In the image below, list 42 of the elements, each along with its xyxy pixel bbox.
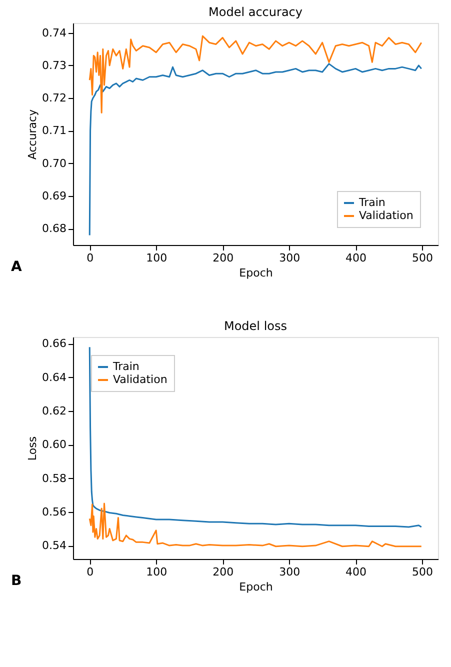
chart-title: Model accuracy <box>208 5 302 19</box>
line-series <box>88 502 422 548</box>
text: A <box>11 259 22 275</box>
x-tick-label: 400 <box>346 252 367 264</box>
legend-label: Train <box>112 360 140 373</box>
x-tick-label: 100 <box>146 566 168 578</box>
y-tick-label: 0.54 <box>42 539 66 552</box>
x-tick-label: 500 <box>412 566 434 578</box>
line-series <box>88 35 422 114</box>
chart-title: Model loss <box>224 319 288 333</box>
y-tick-label: 0.58 <box>42 472 66 485</box>
legend-label: Validation <box>359 209 414 222</box>
x-tick-label: 200 <box>212 252 234 264</box>
y-axis-title: Loss <box>26 436 40 461</box>
x-tick-label: 300 <box>279 252 300 264</box>
x-tick-label: 300 <box>279 566 300 578</box>
y-tick-label: 0.64 <box>42 370 66 384</box>
x-tick-label: 0 <box>86 566 94 578</box>
y-tick-label: 0.60 <box>42 438 66 452</box>
y-tick-label: 0.66 <box>42 337 66 350</box>
y-tick-label: 0.72 <box>42 92 66 105</box>
y-tick-label: 0.74 <box>42 26 66 40</box>
line-series <box>88 346 422 528</box>
y-tick-label: 0.68 <box>42 222 66 236</box>
y-axis-title: Accuracy <box>26 108 40 160</box>
y-tick-label: 0.69 <box>42 190 66 203</box>
legend-label: Train <box>358 196 386 209</box>
x-axis-title: Epoch <box>239 580 273 594</box>
x-tick-label: 500 <box>412 252 434 264</box>
y-tick-label: 0.71 <box>42 124 66 138</box>
x-tick-label: 100 <box>146 252 168 264</box>
line-series <box>88 63 422 236</box>
x-tick-label: 0 <box>86 252 94 264</box>
y-tick-label: 0.62 <box>42 404 66 418</box>
y-tick-label: 0.70 <box>42 156 66 170</box>
text: B <box>11 573 22 589</box>
y-tick-label: 0.56 <box>42 505 66 518</box>
legend-label: Validation <box>113 373 168 386</box>
x-tick-label: 200 <box>212 566 234 578</box>
y-tick-label: 0.73 <box>42 58 66 72</box>
x-axis-title: Epoch <box>239 266 273 280</box>
x-tick-label: 400 <box>346 566 367 578</box>
